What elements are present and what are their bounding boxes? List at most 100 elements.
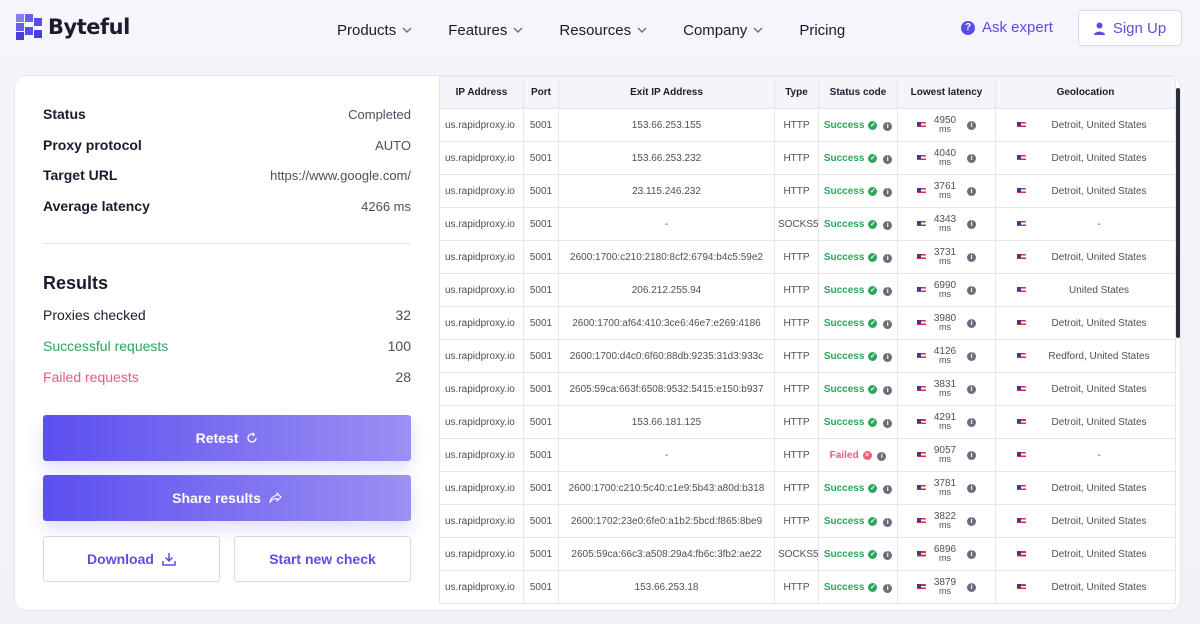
cell-type: HTTP — [774, 570, 819, 604]
info-icon[interactable]: i — [967, 549, 977, 559]
info-icon[interactable]: i — [967, 153, 977, 163]
info-icon[interactable]: i — [967, 516, 977, 526]
cell-status-code: Success ✓ i — [818, 108, 898, 142]
status-label: Status — [43, 106, 86, 122]
nav-company[interactable]: Company — [683, 22, 763, 39]
info-icon[interactable]: i — [883, 286, 893, 296]
status-text: Success — [823, 152, 865, 164]
us-flag-icon — [1017, 187, 1026, 195]
proxies-checked-label: Proxies checked — [43, 307, 146, 323]
info-icon[interactable]: i — [883, 352, 893, 362]
info-icon[interactable]: i — [967, 252, 977, 262]
info-icon[interactable]: i — [967, 582, 977, 592]
cell-exit-ip: - — [558, 207, 775, 241]
info-icon[interactable]: i — [883, 319, 893, 329]
failed-requests-value: 28 — [395, 369, 411, 385]
info-icon[interactable]: i — [883, 121, 893, 131]
main-nav: Products Features Resources Company Pric… — [337, 0, 881, 60]
info-icon[interactable]: i — [967, 285, 977, 295]
nav-resources[interactable]: Resources — [559, 22, 647, 39]
info-icon[interactable]: i — [967, 351, 977, 361]
latency-value: 4950 — [933, 115, 957, 126]
latency-unit: ms — [939, 421, 951, 431]
share-results-button[interactable]: Share results — [43, 475, 411, 521]
status-text: Success — [823, 251, 865, 263]
info-icon[interactable]: i — [883, 220, 893, 230]
status-badge: Success ✓ — [824, 516, 878, 527]
latency-value: 3822 — [933, 511, 957, 522]
cell-status-code: Success ✓ i — [818, 141, 898, 175]
cell-ip-address: us.rapidproxy.io — [439, 405, 524, 439]
info-icon[interactable]: i — [967, 219, 977, 229]
info-icon[interactable]: i — [967, 318, 977, 328]
us-flag-icon — [916, 319, 926, 327]
info-icon[interactable]: i — [967, 483, 977, 493]
table-scrollbar[interactable] — [1176, 88, 1180, 338]
cell-status-code: Success ✓ i — [818, 570, 898, 604]
column-header-geolocation: Geolocation — [995, 76, 1176, 109]
us-flag-icon — [916, 220, 926, 228]
info-icon[interactable]: i — [883, 484, 893, 494]
status-badge: Success ✓ — [824, 318, 878, 329]
info-icon[interactable]: i — [883, 253, 893, 263]
start-new-check-button[interactable]: Start new check — [234, 536, 411, 582]
geolocation-text: - — [1097, 218, 1101, 230]
info-icon[interactable]: i — [883, 187, 893, 197]
cell-exit-ip: 153.66.253.155 — [558, 108, 775, 142]
info-icon[interactable]: i — [883, 583, 893, 593]
cell-lowest-latency: 4126 ms i — [897, 339, 996, 373]
table-row: us.rapidproxy.io 5001 153.66.253.155 HTT… — [439, 108, 1176, 142]
sign-up-button[interactable]: Sign Up — [1078, 10, 1182, 46]
nav-products[interactable]: Products — [337, 22, 412, 39]
info-icon[interactable]: i — [967, 186, 977, 196]
brand-logo[interactable]: Byteful — [16, 14, 130, 40]
results-table-container[interactable]: IP Address Port Exit IP Address Type Sta… — [439, 76, 1180, 610]
download-icon — [162, 553, 176, 566]
table-row: us.rapidproxy.io 5001 153.66.253.232 HTT… — [439, 141, 1176, 175]
column-header-ip-address: IP Address — [439, 76, 524, 109]
download-button[interactable]: Download — [43, 536, 220, 582]
cell-lowest-latency: 3822 ms i — [897, 504, 996, 538]
table-row: us.rapidproxy.io 5001 2600:1700:af64:410… — [439, 306, 1176, 340]
cell-port: 5001 — [523, 438, 559, 472]
average-latency-label: Average latency — [43, 198, 150, 214]
info-icon[interactable]: i — [883, 550, 893, 560]
chevron-down-icon — [637, 27, 647, 33]
us-flag-icon — [1017, 550, 1026, 558]
info-icon[interactable]: i — [967, 417, 977, 427]
nav-features[interactable]: Features — [448, 22, 523, 39]
cell-ip-address: us.rapidproxy.io — [439, 108, 524, 142]
info-icon[interactable]: i — [883, 154, 893, 164]
protocol-value: AUTO — [375, 137, 411, 153]
cell-status-code: Success ✓ i — [818, 306, 898, 340]
latency-value: 3731 — [933, 247, 957, 258]
cell-exit-ip: 2605:59ca:66c3:a508:29a4:fb6c:3fb2:ae22 — [558, 537, 775, 571]
ask-expert-label: Ask expert — [982, 19, 1053, 36]
table-body: us.rapidproxy.io 5001 153.66.253.155 HTT… — [439, 108, 1176, 604]
check-circle-icon: ✓ — [868, 186, 878, 196]
cell-lowest-latency: 3879 ms i — [897, 570, 996, 604]
cell-type: HTTP — [774, 108, 819, 142]
table-row: us.rapidproxy.io 5001 2600:1700:c210:5c4… — [439, 471, 1176, 505]
cell-geolocation: Detroit, United States — [995, 405, 1176, 439]
info-icon[interactable]: i — [883, 418, 893, 428]
ask-expert-link[interactable]: ? Ask expert — [961, 19, 1053, 36]
info-icon[interactable]: i — [883, 385, 893, 395]
table-row: us.rapidproxy.io 5001 - SOCKS5 Success ✓… — [439, 207, 1176, 241]
geolocation-text: Detroit, United States — [1051, 119, 1147, 131]
latency-value: 6896 — [933, 544, 957, 555]
failed-requests-label: Failed requests — [43, 369, 139, 385]
status-badge: Success ✓ — [824, 582, 878, 593]
info-icon[interactable]: i — [967, 120, 977, 130]
info-icon[interactable]: i — [877, 451, 887, 461]
info-icon[interactable]: i — [967, 450, 977, 460]
cell-status-code: Success ✓ i — [818, 339, 898, 373]
nav-pricing[interactable]: Pricing — [799, 22, 845, 39]
info-icon[interactable]: i — [883, 517, 893, 527]
latency-unit: ms — [939, 256, 951, 266]
latency-value: 4343 — [933, 214, 957, 225]
cell-geolocation: Detroit, United States — [995, 108, 1176, 142]
info-icon[interactable]: i — [967, 384, 977, 394]
retest-button[interactable]: Retest — [43, 415, 411, 461]
check-circle-icon: ✓ — [868, 483, 878, 493]
